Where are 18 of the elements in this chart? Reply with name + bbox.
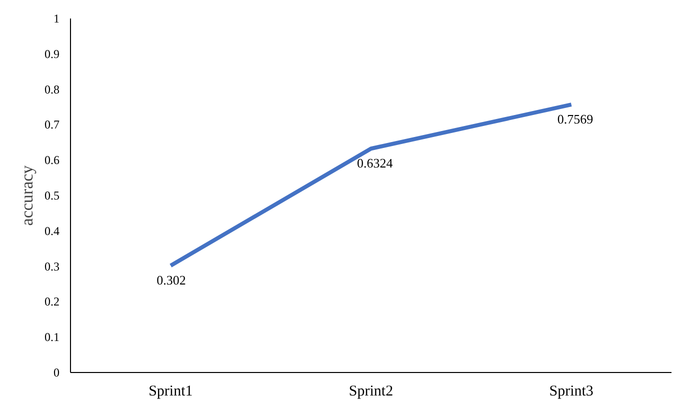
data-label: 0.6324 bbox=[357, 156, 394, 171]
y-tick-label: 0.1 bbox=[44, 330, 60, 344]
y-tick-label: 0.8 bbox=[44, 82, 60, 96]
y-tick-label: 0.4 bbox=[44, 224, 60, 238]
x-tick-label: Sprint2 bbox=[348, 384, 394, 400]
data-label: 0.7569 bbox=[557, 112, 594, 127]
y-tick-label: 0 bbox=[54, 366, 60, 380]
y-tick-label: 0.2 bbox=[44, 294, 60, 309]
y-tick-label: 0.5 bbox=[44, 188, 60, 202]
y-tick-label: 0.9 bbox=[44, 46, 60, 61]
y-tick-label: 0.3 bbox=[44, 259, 60, 274]
y-axis-title: accuracy bbox=[18, 164, 36, 226]
x-tick-label: Sprint3 bbox=[549, 384, 594, 400]
y-tick-label: 0.6 bbox=[44, 153, 60, 168]
y-tick-label: 1 bbox=[54, 12, 60, 26]
data-label: 0.302 bbox=[156, 272, 186, 288]
y-tick-label: 0.7 bbox=[44, 118, 60, 132]
x-tick-label: Sprint1 bbox=[148, 384, 193, 400]
